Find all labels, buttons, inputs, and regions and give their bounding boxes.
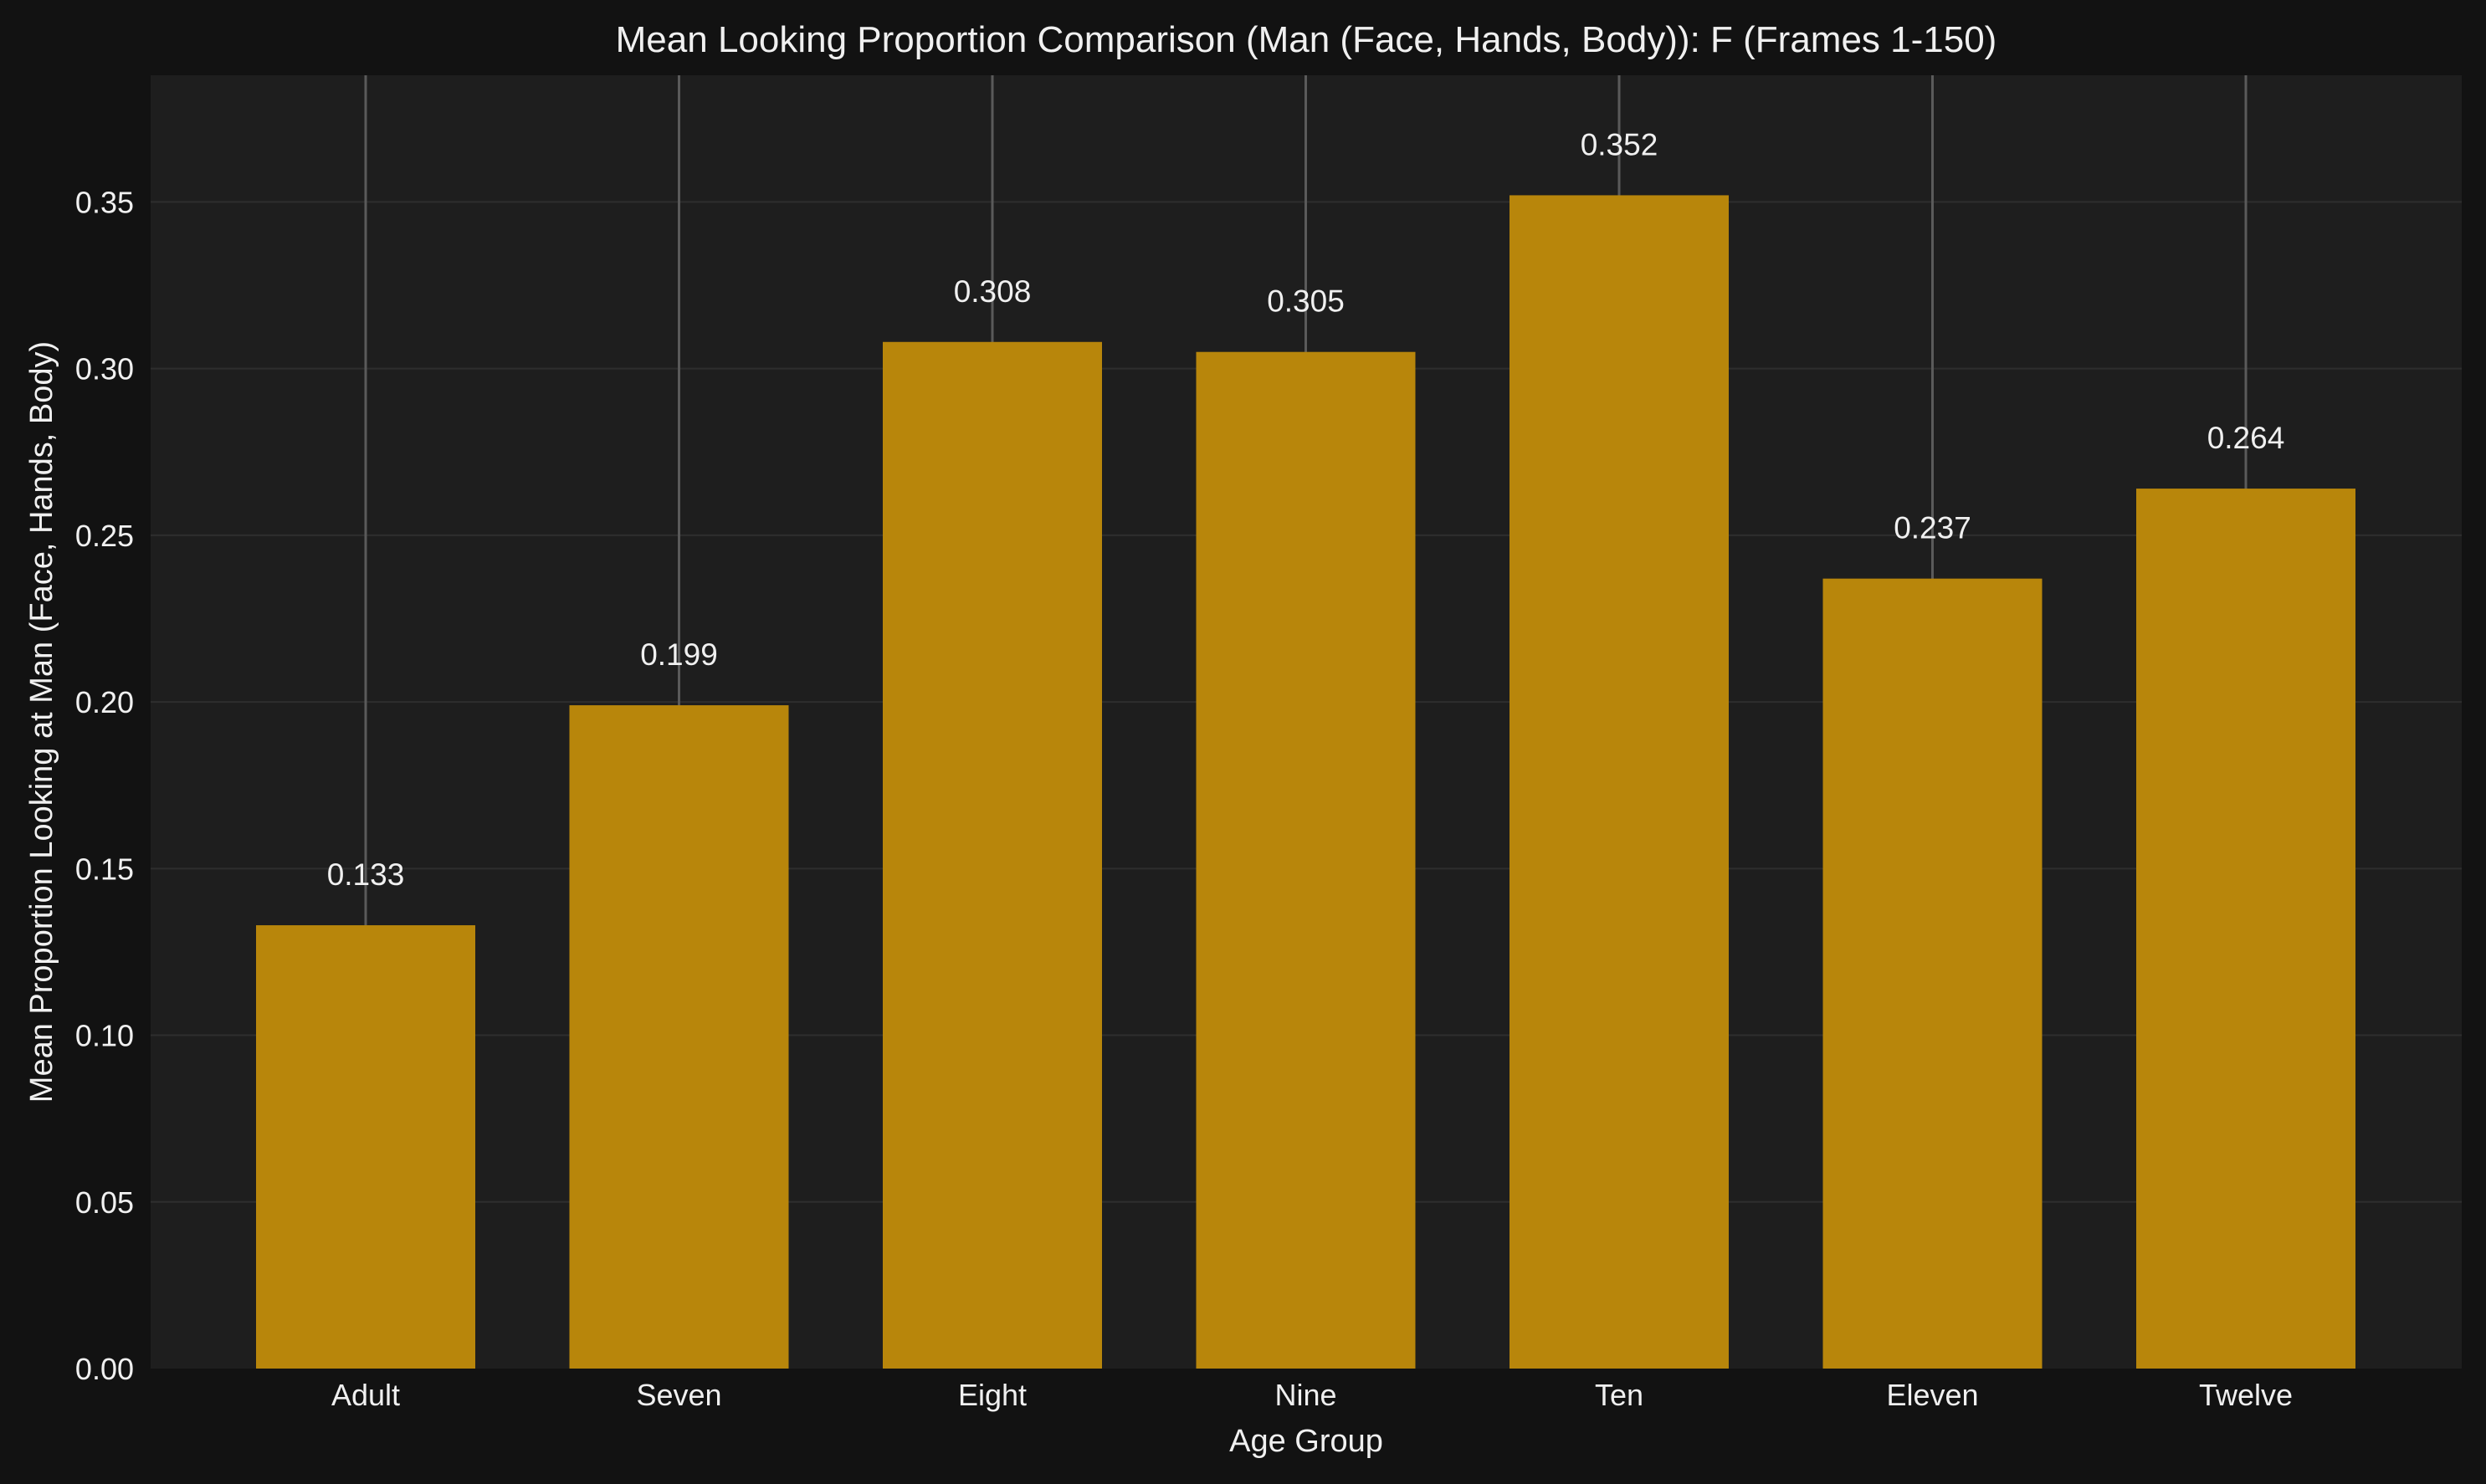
y-axis-label: Mean Proportion Looking at Man (Face, Ha… [24, 341, 59, 1103]
x-tick-label: Nine [1274, 1378, 1336, 1412]
value-label: 0.352 [1581, 127, 1658, 161]
value-label: 0.133 [327, 857, 405, 892]
value-label: 0.237 [1894, 511, 1971, 545]
value-label: 0.305 [1267, 284, 1345, 319]
chart-title: Mean Looking Proportion Comparison (Man … [616, 19, 1997, 60]
value-label: 0.264 [2207, 421, 2285, 455]
bar-twelve [2136, 489, 2355, 1369]
x-axis-label: Age Group [1229, 1424, 1383, 1459]
y-tick-label: 0.10 [75, 1019, 134, 1053]
x-tick-label: Eight [958, 1378, 1027, 1412]
x-tick-label: Seven [636, 1378, 721, 1412]
x-tick-label: Ten [1595, 1378, 1643, 1412]
y-tick-label: 0.05 [75, 1185, 134, 1220]
x-tick-label: Adult [331, 1378, 400, 1412]
bar-nine [1196, 351, 1416, 1369]
bars [256, 195, 2355, 1369]
bar-eight [883, 341, 1102, 1369]
y-tick-label: 0.00 [75, 1352, 134, 1386]
x-tick-label: Twelve [2199, 1378, 2293, 1412]
x-tick-label: Eleven [1886, 1378, 1978, 1412]
value-labels: 0.133 0.199 0.308 0.305 0.352 0.237 0.264 [327, 127, 2285, 892]
y-tick-label: 0.20 [75, 685, 134, 719]
bar-adult [256, 925, 475, 1369]
value-label: 0.199 [640, 637, 718, 672]
value-label: 0.308 [954, 274, 1032, 309]
bar-eleven [1822, 578, 2043, 1369]
y-tick-label: 0.30 [75, 352, 134, 386]
bar-seven [569, 705, 789, 1369]
y-tick-label: 0.35 [75, 185, 134, 219]
x-axis-ticks: Adult Seven Eight Nine Ten Eleven Twelve [331, 1378, 2293, 1412]
y-axis-ticks: 0.00 0.05 0.10 0.15 0.20 0.25 0.30 0.35 [75, 185, 134, 1386]
bar-ten [1510, 195, 1729, 1369]
y-tick-label: 0.15 [75, 852, 134, 886]
y-tick-label: 0.25 [75, 519, 134, 553]
